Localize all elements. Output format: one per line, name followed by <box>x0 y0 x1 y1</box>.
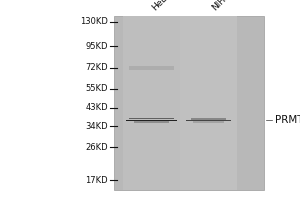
Text: PRMT1: PRMT1 <box>274 115 300 125</box>
Bar <box>114 16 264 190</box>
Text: HeLa: HeLa <box>150 0 172 12</box>
Bar <box>180 16 237 190</box>
Text: 55KD: 55KD <box>85 84 108 93</box>
Text: 43KD: 43KD <box>85 103 108 112</box>
Text: NIH3T3: NIH3T3 <box>210 0 240 12</box>
Bar <box>129 118 175 119</box>
Bar <box>129 66 174 70</box>
Bar <box>191 118 226 120</box>
Bar <box>193 121 224 123</box>
Bar <box>134 121 169 123</box>
Bar <box>185 120 232 121</box>
Text: 130KD: 130KD <box>80 17 108 26</box>
Bar <box>123 16 180 190</box>
Text: 34KD: 34KD <box>85 122 108 131</box>
Text: 72KD: 72KD <box>85 63 108 72</box>
Text: 26KD: 26KD <box>85 143 108 152</box>
Bar <box>126 120 177 121</box>
Text: 95KD: 95KD <box>85 42 108 51</box>
Text: 17KD: 17KD <box>85 176 108 185</box>
